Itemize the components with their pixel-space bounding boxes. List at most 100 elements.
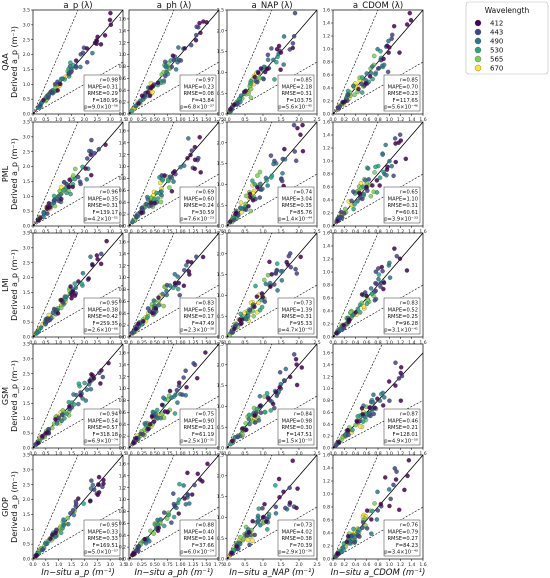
data-point bbox=[282, 146, 287, 152]
x-tick-label: 0.0 bbox=[125, 340, 132, 346]
data-point bbox=[195, 375, 200, 381]
x-tick-label: 0.25 bbox=[137, 229, 147, 235]
x-tick-label: 1.6 bbox=[419, 451, 426, 457]
data-point bbox=[383, 475, 388, 480]
x-tick-label: 0.0 bbox=[125, 562, 132, 568]
data-point bbox=[58, 191, 64, 197]
x-tick-label: 0.0 bbox=[125, 451, 132, 457]
data-point bbox=[160, 291, 165, 297]
x-tick-label: 1.25 bbox=[188, 340, 198, 346]
x-tick-label: 0.4 bbox=[352, 340, 359, 346]
x-tick-label: 1.0 bbox=[386, 451, 393, 457]
stat-line: RMSE=0.27 bbox=[387, 536, 418, 542]
data-point bbox=[238, 200, 244, 205]
panel-giop-0: 0.0 0.5 1.0 1.5 2.0 2.5 3.0 3.50.00.51.01.52.02… bbox=[23, 453, 127, 568]
column-title: a_NAP (λ) bbox=[251, 1, 292, 11]
data-point bbox=[351, 189, 356, 194]
data-point bbox=[169, 520, 174, 525]
x-tick-label: 1.50 bbox=[201, 562, 211, 568]
data-point bbox=[407, 10, 412, 16]
panel-lmi-1: 0.0 0.25 0.50 0.75 1.00 1.25 1.50 1.750.00.20.4… bbox=[119, 232, 224, 346]
y-tick-label: 0.0 bbox=[119, 112, 126, 118]
data-point bbox=[368, 193, 374, 199]
data-point bbox=[76, 496, 81, 501]
data-point bbox=[155, 517, 160, 523]
y-tick-label: 0.0 bbox=[217, 557, 224, 563]
data-point bbox=[147, 93, 153, 98]
x-tick-label: 1.2 bbox=[397, 451, 404, 457]
stat-line: p=1.5×10⁻⁵³ bbox=[278, 439, 312, 445]
stat-line: RMSE=0.31 bbox=[281, 314, 312, 320]
data-point bbox=[352, 92, 357, 97]
data-point bbox=[67, 177, 72, 182]
data-point bbox=[68, 511, 73, 516]
data-point bbox=[290, 45, 295, 51]
x-tick-label: 1.5 bbox=[68, 562, 75, 568]
data-point bbox=[182, 267, 187, 273]
data-point bbox=[239, 317, 245, 322]
data-point bbox=[89, 478, 94, 483]
y-tick-label: 1.4 bbox=[119, 473, 126, 479]
row-model-label: QAA bbox=[1, 53, 10, 71]
y-tick-label: 0.2 bbox=[119, 434, 126, 440]
y-tick-label: 1.4 bbox=[119, 251, 126, 257]
data-point bbox=[55, 311, 61, 316]
data-point bbox=[252, 304, 257, 309]
y-tick-label: 2.0 bbox=[23, 497, 30, 503]
data-point bbox=[98, 42, 104, 47]
y-tick-label: 1.0 bbox=[119, 386, 126, 392]
data-point bbox=[95, 256, 100, 262]
y-tick-label: 0.0 bbox=[323, 446, 330, 452]
y-tick-label: 1.6 bbox=[323, 453, 330, 459]
x-tick-label: 1.25 bbox=[188, 562, 198, 568]
x-tick-label: 1.75 bbox=[214, 451, 224, 457]
data-point bbox=[373, 269, 379, 274]
y-axis-label: Derived a_p (m⁻¹) bbox=[10, 471, 19, 543]
x-tick-label: 1.75 bbox=[214, 229, 224, 235]
y-tick-label: 0.6 bbox=[119, 76, 126, 82]
legend-swatch bbox=[474, 28, 482, 36]
data-point bbox=[64, 190, 69, 196]
stat-line: MAPE=0.31 bbox=[88, 84, 118, 90]
x-tick-label: 2.5 bbox=[94, 229, 101, 235]
x-tick-label: 2.5 bbox=[313, 340, 320, 346]
data-point bbox=[250, 178, 255, 183]
row-model-label: LMI bbox=[1, 278, 10, 292]
x-tick-label: 0.2 bbox=[341, 229, 348, 235]
y-tick-label: 0.6 bbox=[119, 521, 126, 527]
data-point bbox=[263, 175, 269, 181]
y-tick-label: 1.4 bbox=[119, 28, 126, 34]
stat-line: F=70.39 bbox=[290, 543, 312, 549]
data-point bbox=[361, 304, 367, 309]
data-point bbox=[149, 414, 155, 419]
x-tick-label: 1.0 bbox=[386, 229, 393, 235]
panel-pml-2: 0.0 0.5 1.0 1.5 2.0 2.50.00.51.01.52.02.5r=0.… bbox=[217, 120, 321, 235]
stat-line: F=43.84 bbox=[192, 98, 215, 104]
data-point bbox=[372, 405, 378, 410]
data-point bbox=[392, 136, 398, 141]
x-tick-label: 1.0 bbox=[386, 562, 393, 568]
stats-box bbox=[277, 297, 315, 335]
data-point bbox=[142, 421, 147, 426]
data-point bbox=[253, 283, 258, 289]
data-point bbox=[281, 489, 286, 494]
panel-gsm-2: 0.0 0.5 1.0 1.5 2.0 2.50.00.51.01.52.02.5r=0.… bbox=[217, 342, 321, 457]
x-tick-label: 1.2 bbox=[397, 562, 404, 568]
data-point bbox=[146, 426, 151, 432]
y-tick-label: 1.0 bbox=[323, 492, 330, 498]
y-tick-label: 2.5 bbox=[217, 8, 224, 14]
x-tick-label: 0.50 bbox=[150, 340, 160, 346]
data-point bbox=[260, 506, 265, 511]
y-tick-label: 1.6 bbox=[119, 17, 126, 23]
data-point bbox=[386, 487, 392, 492]
stat-line: RMSE=0.42 bbox=[87, 314, 118, 320]
data-point bbox=[139, 93, 145, 98]
stats-box bbox=[383, 297, 421, 335]
stat-line: MAPE=0.23 bbox=[184, 84, 214, 90]
data-point bbox=[156, 295, 161, 300]
data-point bbox=[365, 166, 371, 171]
stat-line: MAPE=2.18 bbox=[282, 84, 312, 90]
data-point bbox=[198, 30, 203, 36]
data-point bbox=[84, 46, 90, 51]
y-tick-label: 2.5 bbox=[23, 371, 30, 377]
